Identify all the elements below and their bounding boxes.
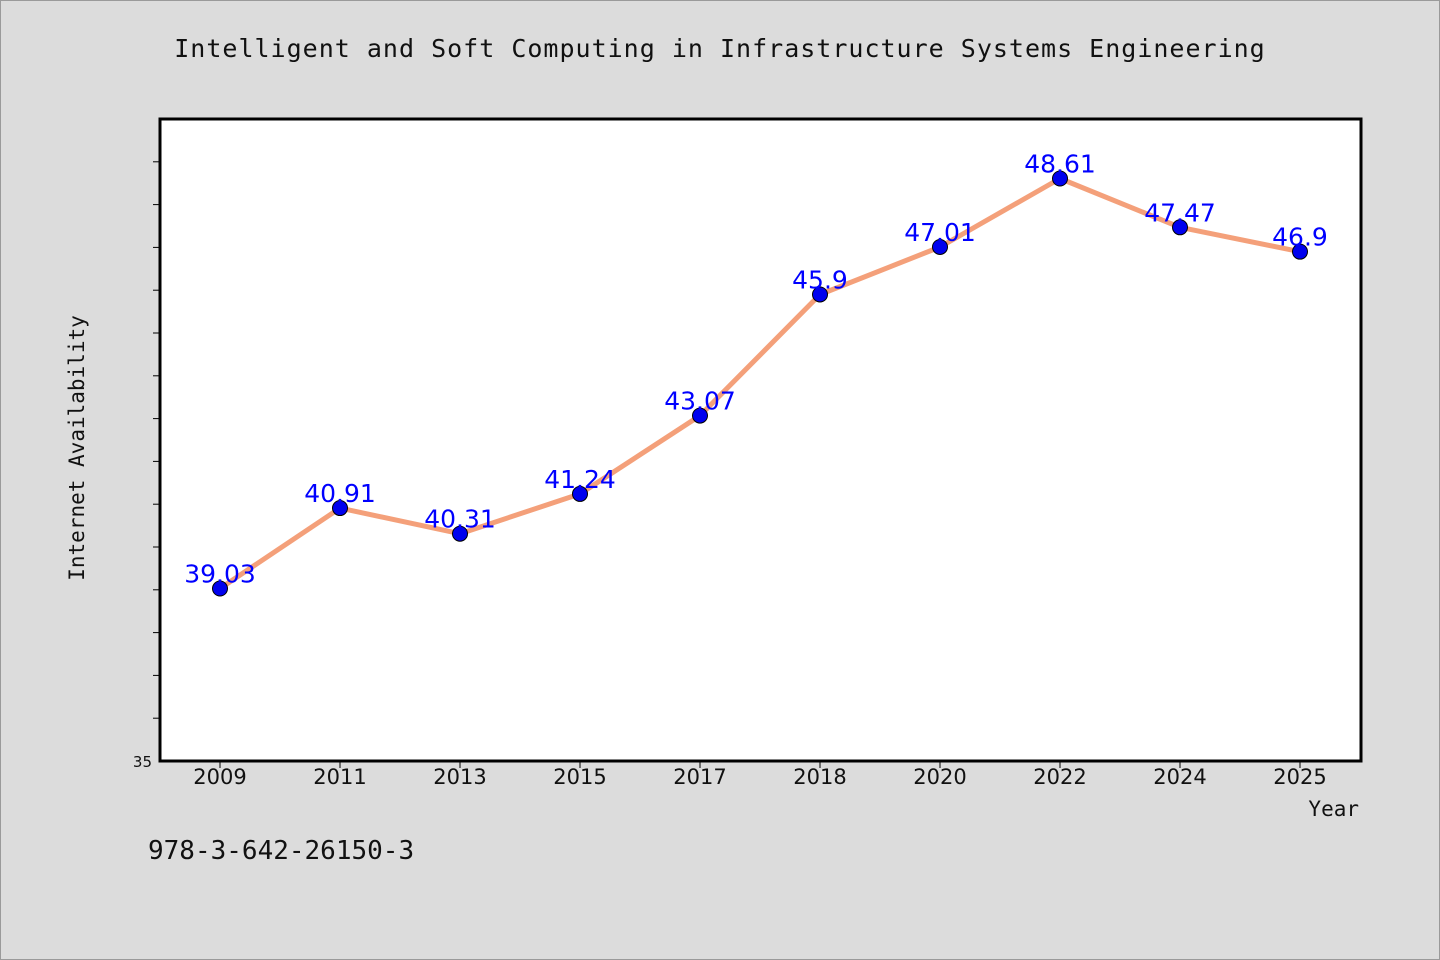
data-label: 40.31	[424, 505, 496, 534]
x-tick-label: 2025	[1273, 765, 1326, 789]
y-axis-label: Internet Availability	[65, 315, 89, 581]
data-point	[212, 580, 228, 597]
data-label: 47.01	[904, 218, 976, 247]
x-tick-label: 2022	[1033, 765, 1086, 789]
data-point	[1052, 170, 1068, 187]
data-point	[932, 238, 948, 255]
x-axis-label: Year	[1308, 797, 1359, 821]
data-label: 41.24	[544, 465, 616, 494]
data-point	[812, 286, 828, 303]
x-tick-label: 2024	[1153, 765, 1206, 789]
x-tick-label: 2015	[553, 765, 606, 789]
x-tick-label: 2020	[913, 765, 966, 789]
chart-title: Intelligent and Soft Computing in Infras…	[174, 34, 1266, 63]
y-axis-ticks: 35	[133, 161, 160, 771]
data-label: 43.07	[664, 387, 736, 416]
data-label: 48.61	[1024, 149, 1096, 178]
data-point	[452, 525, 468, 542]
data-label: 40.91	[304, 479, 376, 508]
y-tick-label: 35	[133, 753, 152, 771]
data-point	[332, 500, 348, 517]
data-point	[572, 485, 588, 502]
isbn-text: 978-3-642-26150-3	[148, 836, 415, 866]
x-axis-ticks: 2009 2011 2013 2015 2017 2018 2020 2022 2024 2025	[193, 761, 1327, 789]
x-tick-label: 2013	[433, 765, 486, 789]
x-tick-label: 2018	[793, 765, 846, 789]
data-point	[692, 407, 708, 424]
x-tick-label: 2011	[313, 765, 366, 789]
data-label: 45.9	[792, 265, 848, 294]
data-point	[1172, 219, 1188, 236]
data-point	[1292, 243, 1308, 260]
series-markers	[212, 170, 1308, 597]
data-label: 39.03	[184, 560, 256, 589]
data-label: 46.9	[1272, 223, 1328, 252]
x-tick-label: 2009	[193, 765, 246, 789]
data-label: 47.47	[1144, 198, 1216, 227]
series-line	[217, 176, 1303, 591]
x-tick-label: 2017	[673, 765, 726, 789]
plot-area	[158, 117, 1363, 763]
data-labels: 39.03 40.91 40.31 41.24 43.07 45.9 47.01 48.61 4…	[184, 149, 1328, 588]
